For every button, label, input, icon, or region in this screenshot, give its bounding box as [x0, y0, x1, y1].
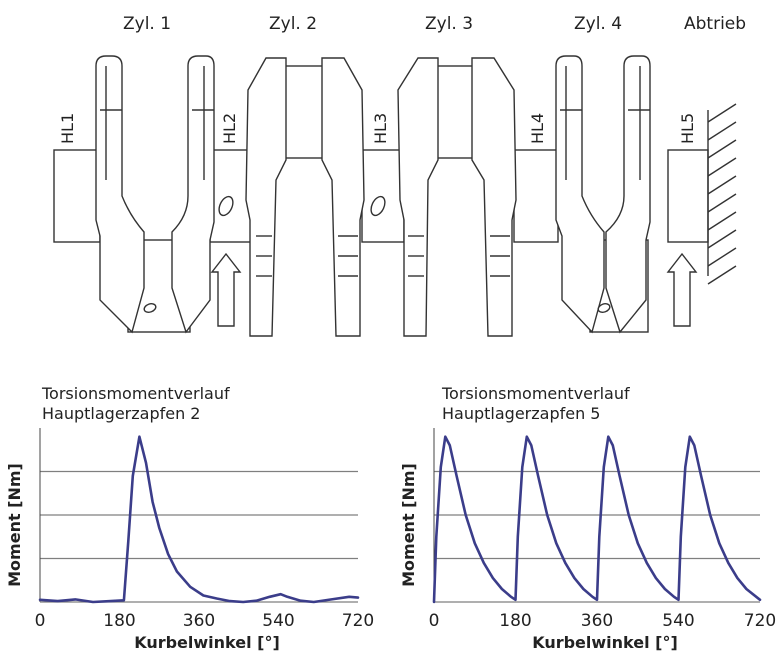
oil-hole-4 — [597, 303, 611, 313]
oil-hole-1 — [143, 303, 157, 313]
x-tick-label: 180 — [499, 611, 531, 631]
series-line — [38, 435, 360, 604]
series-line — [432, 435, 762, 604]
cylinder-label-1: Zyl. 1 — [123, 14, 172, 34]
journal-hl1 — [53, 149, 101, 243]
chart-2-subtitle: Hauptlagerzapfen 5 — [442, 404, 601, 423]
x-tick-label: 0 — [429, 611, 440, 631]
arrow-hl2 — [210, 252, 242, 327]
cylinder-label-2: Zyl. 2 — [269, 14, 318, 34]
web-2b — [321, 57, 365, 337]
output-label: Abtrieb — [684, 14, 747, 34]
web-1a — [95, 55, 145, 334]
x-tick-label: 360 — [183, 611, 215, 631]
chart-2-title: Torsionsmomentverlauf — [442, 384, 630, 403]
journal-hl3 — [361, 149, 405, 243]
cylinder-label-4: Zyl. 4 — [574, 14, 623, 34]
x-tick-label: 180 — [103, 611, 135, 631]
oil-hole-3 — [370, 195, 386, 217]
chart-1-title-block: Torsionsmomentverlauf Hauptlagerzapfen 2 — [42, 384, 230, 424]
x-tick-label: 540 — [662, 611, 694, 631]
x-axis-label: Kurbelwinkel [°] — [532, 633, 678, 652]
web-2a — [245, 57, 287, 337]
x-tick-label: 720 — [744, 611, 776, 631]
x-tick-label: 540 — [262, 611, 294, 631]
cylinder-label-3: Zyl. 3 — [425, 14, 474, 34]
y-axis-label: Moment [Nm] — [399, 463, 418, 587]
web-3a — [397, 57, 439, 337]
oil-hole-2 — [218, 195, 234, 217]
arrow-hl5 — [666, 252, 698, 327]
x-axis-label: Kurbelwinkel [°] — [134, 633, 280, 652]
chart-1-title: Torsionsmomentverlauf — [42, 384, 230, 403]
x-tick-label: 720 — [342, 611, 374, 631]
x-tick-label: 0 — [35, 611, 46, 631]
journal-hl5 — [667, 149, 709, 243]
crankpin-2 — [283, 65, 325, 159]
web-3b — [471, 57, 517, 337]
web-4b — [605, 55, 651, 334]
fixed-support-hatching — [707, 103, 737, 285]
chart-1-subtitle: Hauptlagerzapfen 2 — [42, 404, 201, 423]
y-axis-label: Moment [Nm] — [5, 463, 24, 587]
crankshaft-drawing — [53, 55, 737, 337]
web-4a — [555, 55, 605, 334]
chart-2-title-block: Torsionsmomentverlauf Hauptlagerzapfen 5 — [442, 384, 630, 424]
x-tick-label: 360 — [581, 611, 613, 631]
